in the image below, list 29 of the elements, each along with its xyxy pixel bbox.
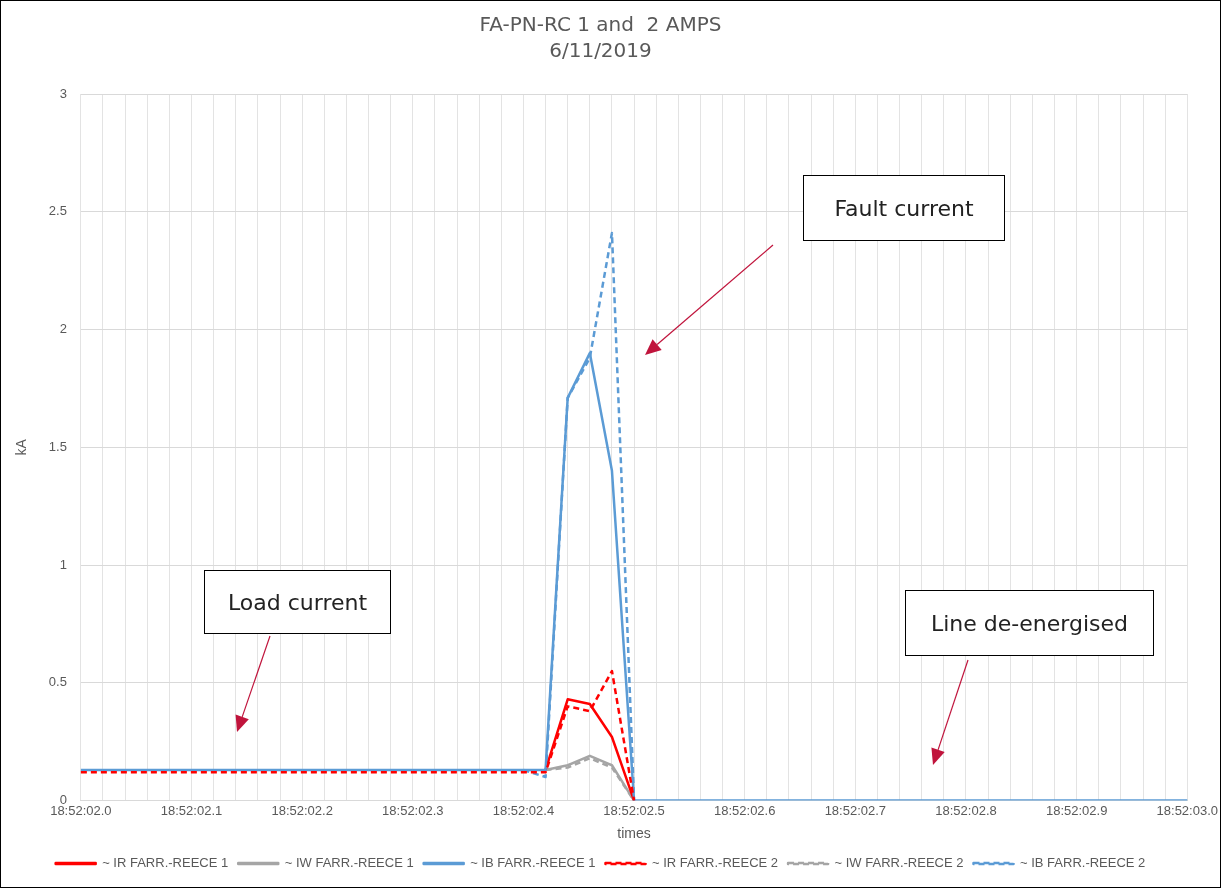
y-tick-label: 1.5 (48, 438, 67, 454)
x-tick-label: 18:52:02.4 (492, 802, 555, 818)
y-tick-label: 3 (59, 85, 67, 101)
legend-label: ~ IB FARR.-REECE 1 (470, 855, 596, 871)
legend-label: ~ IR FARR.-REECE 1 (102, 855, 229, 871)
chart-subtitle: 6/11/2019 (549, 38, 652, 63)
y-axis-title: kA (13, 438, 30, 456)
legend-label: ~ IR FARR.-REECE 2 (652, 855, 779, 871)
x-tick-label: 18:52:02.8 (935, 802, 997, 818)
annotation: Fault current (803, 175, 1005, 241)
x-tick-label: 18:52:03.0 (1156, 802, 1218, 818)
x-tick-label: 18:52:02.3 (382, 802, 444, 818)
legend-label: ~ IW FARR.-REECE 1 (284, 855, 414, 871)
x-tick-label: 18:52:02.1 (160, 802, 223, 818)
chart-title: FA-PN-RC 1 and 2 AMPS (479, 12, 722, 37)
x-tick-label: 18:52:02.6 (713, 802, 776, 818)
x-tick-label: 18:52:02.2 (271, 802, 333, 818)
x-axis-title: times (617, 825, 651, 842)
x-tick-label: 18:52:02.7 (824, 802, 887, 818)
annotation: Load current (204, 570, 391, 634)
legend-label: ~ IW FARR.-REECE 2 (834, 855, 964, 871)
x-tick-label: 18:52:02.9 (1045, 802, 1108, 818)
annotation: Line de-energised (905, 590, 1154, 656)
x-tick-label: 18:52:02.5 (603, 802, 665, 818)
y-tick-label: 2 (59, 321, 67, 337)
legend-label: ~ IB FARR.-REECE 2 (1020, 855, 1146, 871)
y-tick-label: 1 (59, 556, 67, 572)
y-tick-label: 0.5 (48, 674, 67, 690)
y-tick-label: 2.5 (48, 203, 67, 219)
